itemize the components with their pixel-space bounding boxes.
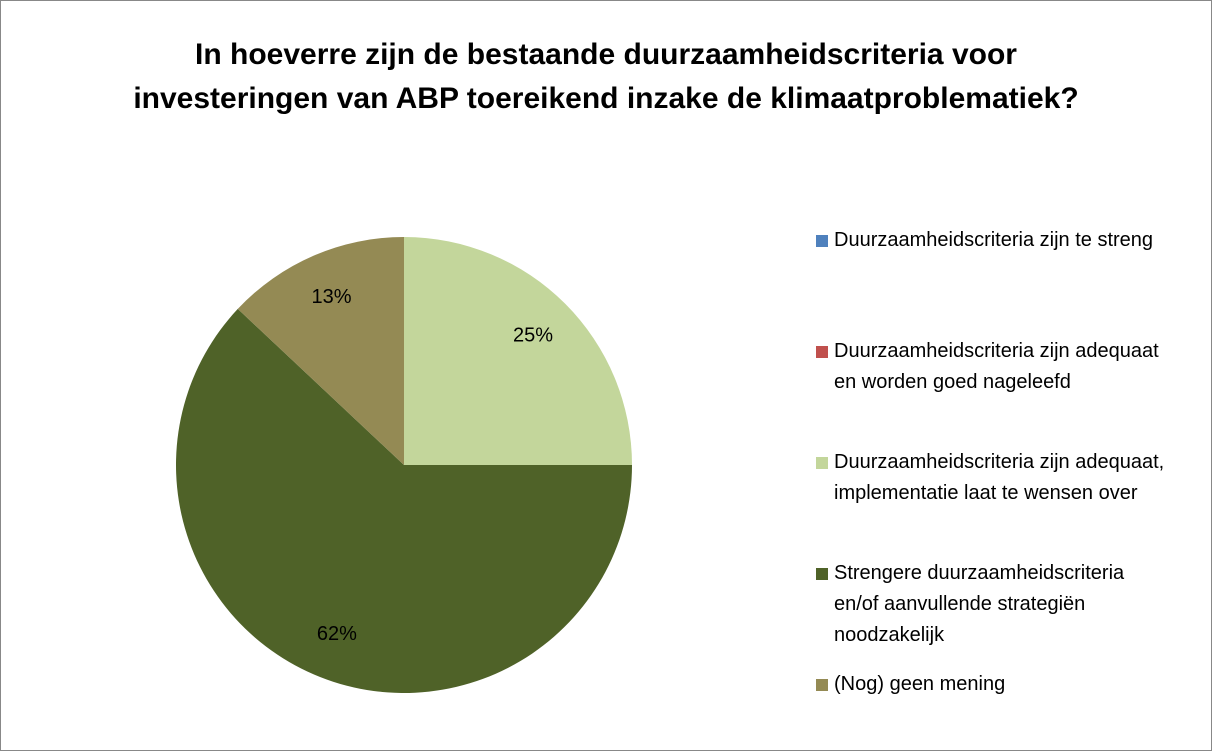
legend-label: Duurzaamheidscriteria zijn adequaat en w… [834, 340, 1159, 393]
legend-label: (Nog) geen mening [834, 673, 1006, 695]
legend-swatch [816, 679, 828, 691]
data-label: 25% [513, 324, 553, 346]
legend-item: (Nog) geen mening [816, 669, 1166, 700]
pie-slice [404, 237, 632, 465]
legend-item: Strengere duurzaamheidscriteria en/of aa… [816, 558, 1166, 651]
pie-slice [237, 236, 404, 465]
legend-swatch [816, 568, 828, 580]
chart-title: In hoeverre zijn de bestaande duurzaamhe… [133, 38, 1079, 115]
legend-item: Duurzaamheidscriteria zijn adequaat, imp… [816, 447, 1166, 509]
legend-swatch [816, 235, 828, 247]
legend-item: Duurzaamheidscriteria zijn adequaat en w… [816, 336, 1166, 398]
data-label: 13% [312, 286, 352, 308]
legend-label: Duurzaamheidscriteria zijn te streng [834, 229, 1154, 251]
legend-item: Duurzaamheidscriteria zijn te streng [816, 225, 1166, 256]
legend-swatch [816, 457, 828, 469]
legend-swatch [816, 346, 828, 358]
pie-slice [175, 308, 632, 693]
data-label: 62% [317, 623, 357, 645]
legend-label: Duurzaamheidscriteria zijn adequaat, imp… [834, 451, 1165, 504]
legend-label: Strengere duurzaamheidscriteria en/of aa… [834, 562, 1125, 646]
